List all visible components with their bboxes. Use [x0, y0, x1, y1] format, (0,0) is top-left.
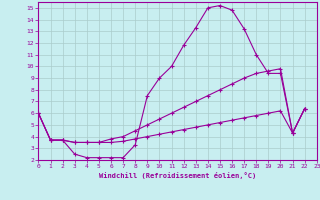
X-axis label: Windchill (Refroidissement éolien,°C): Windchill (Refroidissement éolien,°C): [99, 172, 256, 179]
